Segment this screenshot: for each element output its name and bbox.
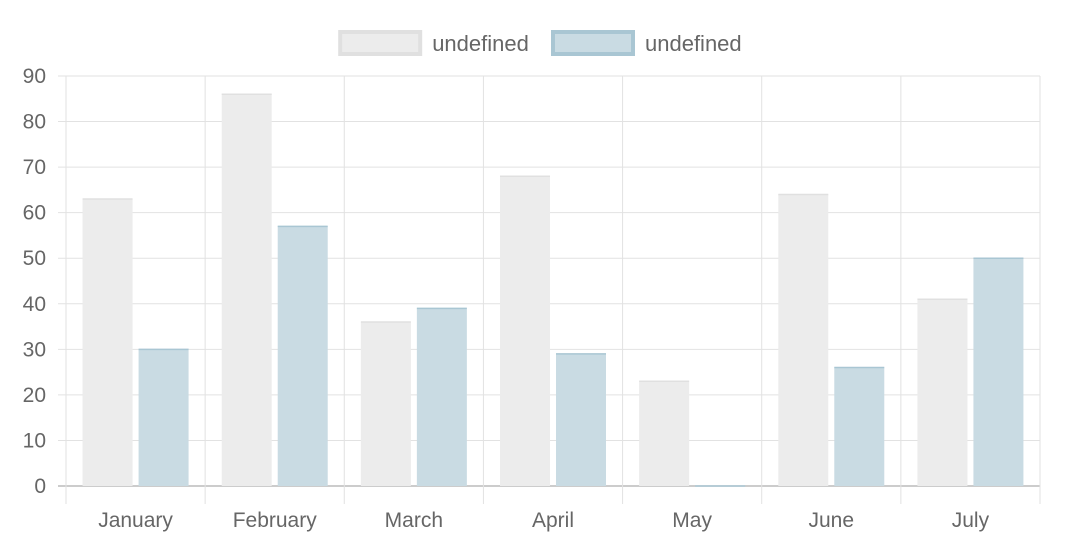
x-tick-label: April <box>532 509 574 532</box>
bar-january-series-1[interactable] <box>82 199 133 486</box>
bar-july-series-2[interactable] <box>973 258 1024 486</box>
bar-may-series-1[interactable] <box>639 381 690 486</box>
bar-march-series-2[interactable] <box>416 308 467 486</box>
x-tick-label: May <box>672 509 712 532</box>
x-axis-ticks: January February March April May June July <box>98 509 989 532</box>
y-axis-ticks: 0 10 20 30 40 50 60 70 80 90 <box>23 65 46 498</box>
y-tick-label: 30 <box>23 338 46 361</box>
legend-item-series-1[interactable]: undefined <box>338 30 529 56</box>
bar-april-series-2[interactable] <box>556 353 606 486</box>
chart-legend[interactable]: undefined undefined <box>338 30 742 56</box>
bar-march-series-1[interactable] <box>360 322 411 486</box>
y-tick-label: 60 <box>23 202 46 225</box>
x-tick-label: February <box>233 509 318 532</box>
x-tick-label: July <box>952 509 990 532</box>
bar-june-series-1[interactable] <box>778 194 829 486</box>
x-tick-label: January <box>98 509 173 532</box>
legend-label: undefined <box>645 31 742 56</box>
y-tick-label: 40 <box>23 293 46 316</box>
bar-february-series-2[interactable] <box>277 226 328 487</box>
y-tick-label: 70 <box>23 156 46 179</box>
y-tick-label: 20 <box>23 384 46 407</box>
legend-item-series-2[interactable]: undefined <box>551 30 742 56</box>
y-tick-label: 90 <box>23 65 46 88</box>
y-tick-label: 50 <box>23 247 46 270</box>
bar-june-series-2[interactable] <box>834 367 885 486</box>
y-tick-label: 0 <box>34 475 46 498</box>
chart-bars <box>82 93 1024 487</box>
x-tick-label: June <box>809 509 855 532</box>
legend-swatch <box>338 30 423 56</box>
x-tick-label: March <box>385 509 443 532</box>
bar-january-series-2[interactable] <box>138 349 189 486</box>
bar-april-series-1[interactable] <box>500 176 550 486</box>
y-tick-label: 10 <box>23 429 46 452</box>
y-tick-label: 80 <box>23 111 46 134</box>
bar-february-series-1[interactable] <box>221 94 272 486</box>
legend-swatch <box>551 30 635 56</box>
legend-label: undefined <box>432 31 529 56</box>
bar-july-series-1[interactable] <box>917 299 968 486</box>
